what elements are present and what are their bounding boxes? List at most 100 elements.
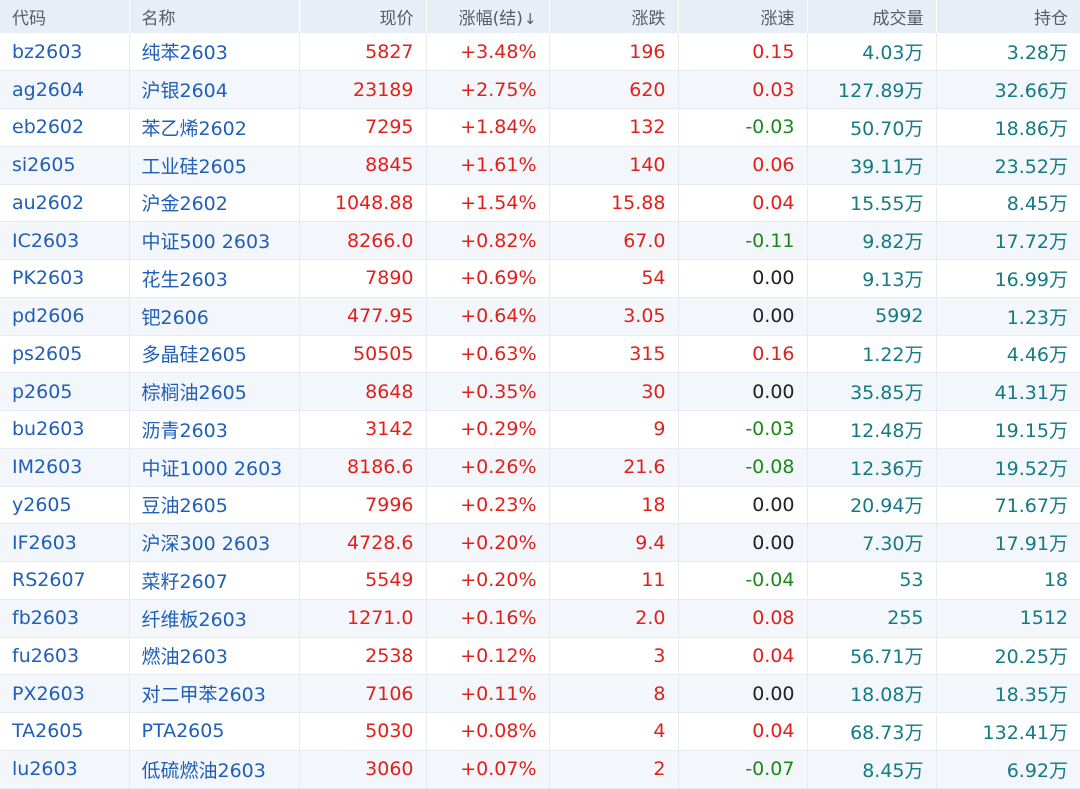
table-row[interactable]: fu2603 燃油2603 2538 +0.12% 3 0.04 56.71万 20.25万 bbox=[0, 637, 1080, 676]
cell-name[interactable]: 工业硅2605 bbox=[129, 146, 300, 185]
cell-code[interactable]: bz2603 bbox=[0, 33, 130, 72]
cell-change: 132 bbox=[549, 108, 679, 147]
cell-code[interactable]: IC2603 bbox=[0, 221, 130, 260]
table-row[interactable]: p2605 棕榈油2605 8648 +0.35% 30 0.00 35.85万 41.31万 bbox=[0, 372, 1080, 411]
cell-change-pct: +0.11% bbox=[426, 674, 550, 713]
cell-price: 5030 bbox=[299, 712, 427, 751]
cell-code[interactable]: PX2603 bbox=[0, 674, 130, 713]
cell-code[interactable]: bu2603 bbox=[0, 410, 130, 449]
cell-change-pct: +0.08% bbox=[426, 712, 550, 751]
cell-volume: 35.85万 bbox=[807, 372, 937, 411]
column-header-change-pct[interactable]: 涨幅(结)↓ bbox=[426, 0, 550, 33]
column-header-price[interactable]: 现价 bbox=[299, 0, 427, 33]
cell-code[interactable]: fb2603 bbox=[0, 599, 130, 638]
cell-speed: 0.00 bbox=[678, 486, 808, 525]
cell-code[interactable]: IF2603 bbox=[0, 523, 130, 562]
cell-code[interactable]: y2605 bbox=[0, 486, 130, 525]
cell-volume: 4.03万 bbox=[807, 33, 937, 72]
table-row[interactable]: RS2607 菜籽2607 5549 +0.20% 11 -0.04 53 18 bbox=[0, 561, 1080, 600]
cell-name[interactable]: PTA2605 bbox=[129, 712, 300, 751]
cell-name[interactable]: 沥青2603 bbox=[129, 410, 300, 449]
cell-open-interest: 18.86万 bbox=[936, 108, 1080, 147]
cell-name[interactable]: 低硫燃油2603 bbox=[129, 750, 300, 789]
cell-open-interest: 20.25万 bbox=[936, 637, 1080, 676]
column-header-name[interactable]: 名称 bbox=[129, 0, 300, 33]
cell-volume: 50.70万 bbox=[807, 108, 937, 147]
cell-name[interactable]: 中证1000 2603 bbox=[129, 448, 300, 487]
column-header-speed[interactable]: 涨速 bbox=[678, 0, 808, 33]
table-row[interactable]: bu2603 沥青2603 3142 +0.29% 9 -0.03 12.48万 19.15万 bbox=[0, 410, 1080, 449]
column-header-code[interactable]: 代码 bbox=[0, 0, 130, 33]
column-header-price-label: 现价 bbox=[379, 9, 414, 29]
cell-name[interactable]: 沪银2604 bbox=[129, 70, 300, 109]
cell-code[interactable]: p2605 bbox=[0, 372, 130, 411]
table-row[interactable]: lu2603 低硫燃油2603 3060 +0.07% 2 -0.07 8.45万 6.92万 bbox=[0, 750, 1080, 789]
table-row[interactable]: bz2603 纯苯2603 5827 +3.48% 196 0.15 4.03万 3.28万 bbox=[0, 33, 1080, 72]
table-header: 代码 名称 现价 涨幅(结)↓ 涨跌 涨速 成交量 持仓 bbox=[0, 0, 1080, 33]
column-header-change[interactable]: 涨跌 bbox=[549, 0, 679, 33]
table-row[interactable]: pd2606 钯2606 477.95 +0.64% 3.05 0.00 5992 1.23万 bbox=[0, 297, 1080, 336]
cell-name[interactable]: 沪金2602 bbox=[129, 184, 300, 223]
cell-name[interactable]: 燃油2603 bbox=[129, 637, 300, 676]
table-row[interactable]: ag2604 沪银2604 23189 +2.75% 620 0.03 127.89万 32.… bbox=[0, 70, 1080, 109]
cell-code[interactable]: PK2603 bbox=[0, 259, 130, 298]
cell-code[interactable]: lu2603 bbox=[0, 750, 130, 789]
table-row[interactable]: y2605 豆油2605 7996 +0.23% 18 0.00 20.94万 71.67万 bbox=[0, 486, 1080, 525]
table-row[interactable]: PX2603 对二甲苯2603 7106 +0.11% 8 0.00 18.08万 18.35… bbox=[0, 674, 1080, 713]
cell-code[interactable]: ps2605 bbox=[0, 335, 130, 374]
cell-volume: 1.22万 bbox=[807, 335, 937, 374]
cell-code[interactable]: ag2604 bbox=[0, 70, 130, 109]
cell-price: 3060 bbox=[299, 750, 427, 789]
table-row[interactable]: fb2603 纤维板2603 1271.0 +0.16% 2.0 0.08 255 1512 bbox=[0, 599, 1080, 638]
cell-code[interactable]: fu2603 bbox=[0, 637, 130, 676]
cell-name[interactable]: 纯苯2603 bbox=[129, 33, 300, 72]
table-row[interactable]: IF2603 沪深300 2603 4728.6 +0.20% 9.4 0.00 7.30万… bbox=[0, 523, 1080, 562]
cell-name[interactable]: 花生2603 bbox=[129, 259, 300, 298]
table-row[interactable]: PK2603 花生2603 7890 +0.69% 54 0.00 9.13万 16.99万 bbox=[0, 259, 1080, 298]
cell-price: 5549 bbox=[299, 561, 427, 600]
table-row[interactable]: si2605 工业硅2605 8845 +1.61% 140 0.06 39.11万 23.5… bbox=[0, 146, 1080, 185]
cell-name[interactable]: 菜籽2607 bbox=[129, 561, 300, 600]
column-header-name-label: 名称 bbox=[141, 9, 176, 29]
cell-change: 30 bbox=[549, 372, 679, 411]
column-header-code-label: 代码 bbox=[12, 9, 46, 29]
cell-code[interactable]: pd2606 bbox=[0, 297, 130, 336]
column-header-open-interest[interactable]: 持仓 bbox=[936, 0, 1080, 33]
cell-name[interactable]: 棕榈油2605 bbox=[129, 372, 300, 411]
table-row[interactable]: IC2603 中证500 2603 8266.0 +0.82% 67.0 -0.11 9.8… bbox=[0, 221, 1080, 260]
cell-change: 67.0 bbox=[549, 221, 679, 260]
cell-code[interactable]: eb2602 bbox=[0, 108, 130, 147]
cell-change: 3.05 bbox=[549, 297, 679, 336]
table-row[interactable]: IM2603 中证1000 2603 8186.6 +0.26% 21.6 -0.08 12… bbox=[0, 448, 1080, 487]
cell-code[interactable]: IM2603 bbox=[0, 448, 130, 487]
cell-code[interactable]: TA2605 bbox=[0, 712, 130, 751]
column-header-open-interest-label: 持仓 bbox=[1034, 9, 1068, 29]
column-header-volume[interactable]: 成交量 bbox=[807, 0, 937, 33]
cell-volume: 18.08万 bbox=[807, 674, 937, 713]
cell-name[interactable]: 苯乙烯2602 bbox=[129, 108, 300, 147]
cell-name[interactable]: 沪深300 2603 bbox=[129, 523, 300, 562]
cell-name[interactable]: 中证500 2603 bbox=[129, 221, 300, 260]
table-row[interactable]: ps2605 多晶硅2605 50505 +0.63% 315 0.16 1.22万 4.46… bbox=[0, 335, 1080, 374]
cell-code[interactable]: si2605 bbox=[0, 146, 130, 185]
cell-name[interactable]: 纤维板2603 bbox=[129, 599, 300, 638]
cell-speed: 0.15 bbox=[678, 33, 808, 72]
cell-change-pct: +0.64% bbox=[426, 297, 550, 336]
table-row[interactable]: TA2605 PTA2605 5030 +0.08% 4 0.04 68.73万 132.41… bbox=[0, 712, 1080, 751]
table-row[interactable]: eb2602 苯乙烯2602 7295 +1.84% 132 -0.03 50.70万 18.… bbox=[0, 108, 1080, 147]
cell-open-interest: 18.35万 bbox=[936, 674, 1080, 713]
cell-price: 1048.88 bbox=[299, 184, 427, 223]
cell-name[interactable]: 钯2606 bbox=[129, 297, 300, 336]
cell-name[interactable]: 多晶硅2605 bbox=[129, 335, 300, 374]
cell-price: 8845 bbox=[299, 146, 427, 185]
cell-code[interactable]: RS2607 bbox=[0, 561, 130, 600]
cell-speed: -0.03 bbox=[678, 108, 808, 147]
cell-volume: 5992 bbox=[807, 297, 937, 336]
cell-name[interactable]: 对二甲苯2603 bbox=[129, 674, 300, 713]
cell-code[interactable]: au2602 bbox=[0, 184, 130, 223]
cell-volume: 9.13万 bbox=[807, 259, 937, 298]
cell-price: 50505 bbox=[299, 335, 427, 374]
cell-volume: 12.48万 bbox=[807, 410, 937, 449]
table-row[interactable]: au2602 沪金2602 1048.88 +1.54% 15.88 0.04 15.55万… bbox=[0, 184, 1080, 223]
cell-name[interactable]: 豆油2605 bbox=[129, 486, 300, 525]
